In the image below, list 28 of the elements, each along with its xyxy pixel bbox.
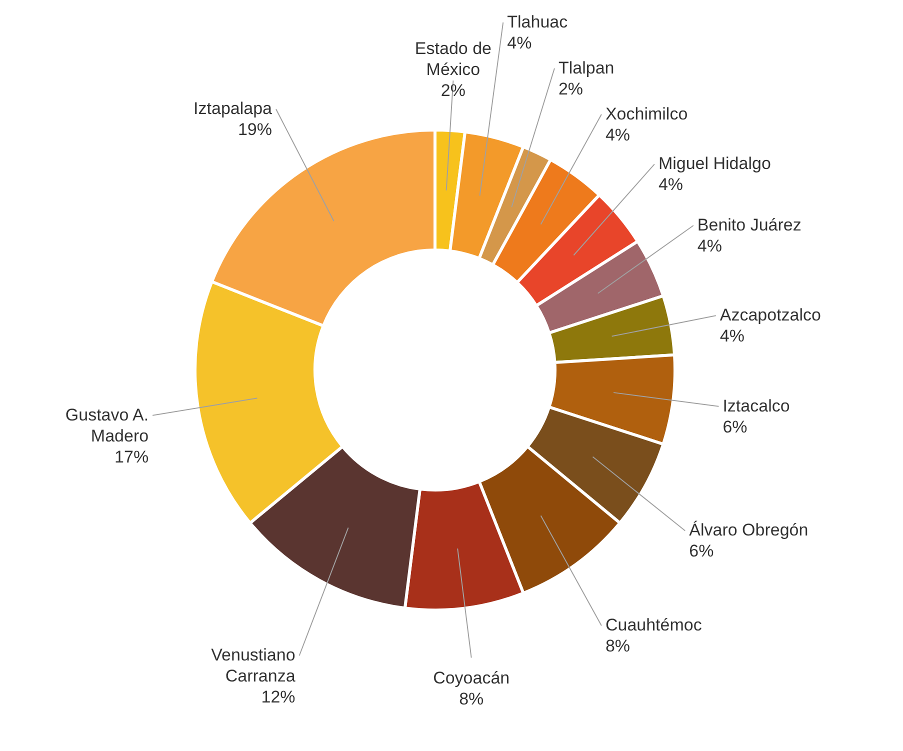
data-label: 12% — [261, 688, 296, 707]
data-label: 4% — [697, 236, 722, 256]
data-label: 4% — [605, 125, 630, 144]
slice-label: Iztapalapa — [194, 99, 273, 118]
data-label: 4% — [658, 175, 684, 194]
slice-label: Xochimilco — [605, 104, 688, 124]
data-label: 8% — [605, 636, 630, 656]
data-label: 4% — [507, 33, 532, 52]
slice-label: Álvaro Obregón — [689, 520, 808, 540]
data-label: 2% — [558, 79, 584, 98]
slice-label: Azcapotzalco — [720, 306, 821, 325]
slice-label: Tlahuac — [507, 12, 568, 32]
data-label: 6% — [722, 417, 748, 436]
slice-label: Iztacalco — [722, 396, 790, 416]
slice-label: Estado de México — [414, 39, 492, 80]
data-label: 19% — [238, 120, 272, 140]
data-label: 4% — [720, 326, 744, 346]
slice-label: Coyoacán — [433, 668, 510, 688]
slice-label: Cuauhtémoc — [605, 616, 702, 635]
data-label: 6% — [689, 542, 714, 561]
slice-label: Benito Juárez — [697, 216, 802, 235]
slice-label: Venustiano Carranza — [211, 646, 296, 686]
slice-label: Gustavo A. Madero — [65, 405, 149, 446]
data-label: 8% — [459, 690, 484, 709]
data-label: 17% — [114, 447, 149, 466]
data-label: 2% — [440, 81, 466, 100]
slice-label: Tlalpan — [558, 58, 614, 78]
slice-label: Miguel Hidalgo — [658, 154, 771, 174]
